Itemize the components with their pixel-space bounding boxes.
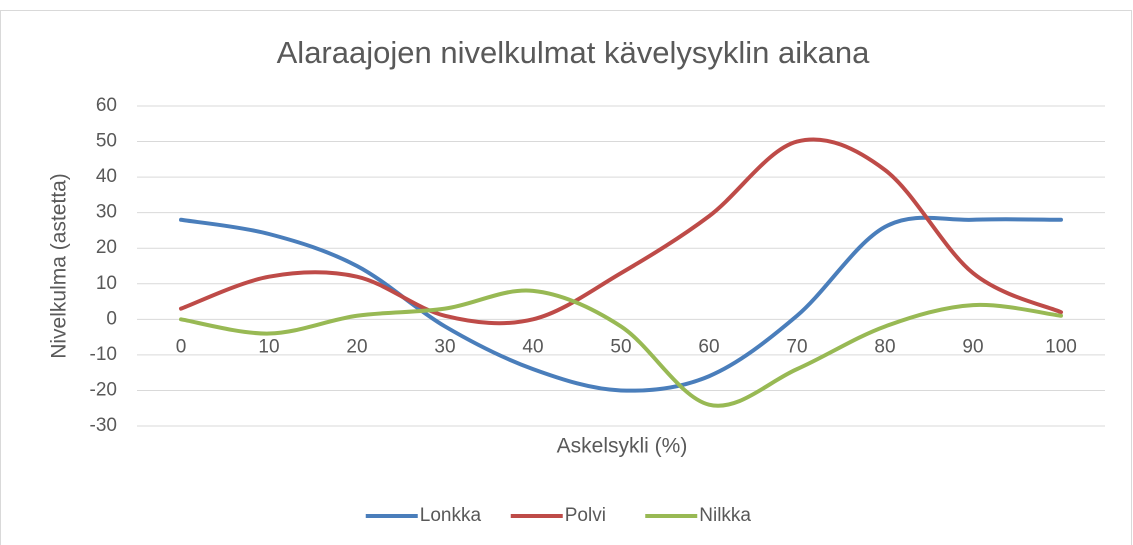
y-tick-label: -10 xyxy=(90,344,117,365)
y-axis-label: Nivelkulma (astetta) xyxy=(48,173,71,359)
y-tick-label: 20 xyxy=(96,237,117,258)
y-tick-label: 30 xyxy=(96,202,117,223)
chart-title: Alaraajojen nivelkulmat kävelysyklin aik… xyxy=(277,35,870,70)
y-tick-label: 50 xyxy=(96,131,117,152)
x-tick-label: 50 xyxy=(610,336,631,357)
x-tick-label: 100 xyxy=(1045,336,1077,357)
y-tick-label: 60 xyxy=(96,95,117,116)
x-tick-label: 10 xyxy=(258,336,279,357)
series-line xyxy=(179,137,1063,326)
y-tick-label: -20 xyxy=(90,379,117,400)
x-tick-label: 0 xyxy=(176,336,187,357)
legend-label: Polvi xyxy=(565,505,606,526)
chart-frame xyxy=(0,10,1132,545)
series-line xyxy=(179,215,1063,393)
legend-label: Lonkka xyxy=(420,505,482,526)
x-tick-label: 30 xyxy=(434,336,455,357)
y-tick-label: 10 xyxy=(96,273,117,294)
x-tick-label: 90 xyxy=(962,336,983,357)
x-tick-label: 70 xyxy=(786,336,807,357)
series-line xyxy=(179,288,1063,408)
x-tick-label: 20 xyxy=(346,336,367,357)
y-tick-label: -30 xyxy=(90,415,117,436)
y-tick-label: 40 xyxy=(96,166,117,187)
x-tick-label: 80 xyxy=(874,336,895,357)
x-axis-label: Askelsykli (%) xyxy=(557,435,688,458)
x-tick-label: 40 xyxy=(522,336,543,357)
legend-label: Nilkka xyxy=(699,505,751,526)
x-tick-label: 60 xyxy=(698,336,719,357)
y-tick-label: 0 xyxy=(106,308,117,329)
